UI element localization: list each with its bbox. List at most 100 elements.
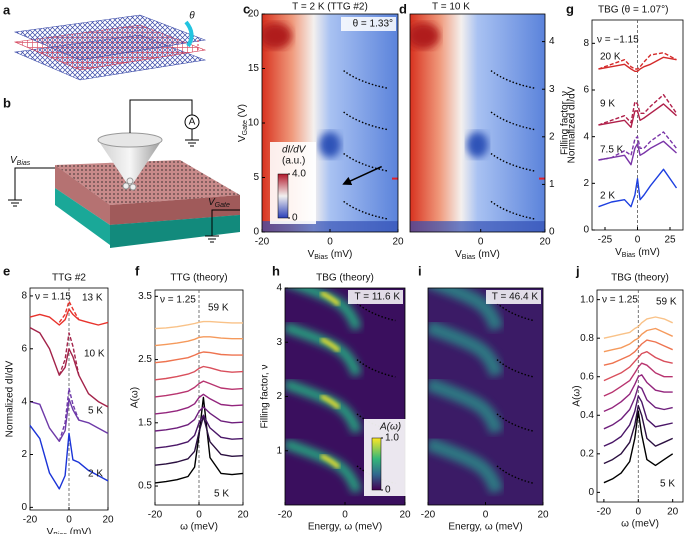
panel-letter: e [3, 263, 10, 278]
x-axis-label: ω (meV) [180, 522, 218, 533]
heatmap-feature [262, 22, 292, 49]
x-tick-label: 20 [667, 507, 679, 518]
series-line [154, 380, 244, 398]
x-tick-label: -20 [255, 237, 270, 248]
colorbar-unit: (a.u.) [282, 156, 305, 167]
y-tick-label: 20 [248, 9, 260, 20]
annotation-box [486, 290, 541, 304]
y-tick-label: 0 [588, 487, 594, 498]
series-label: 10 K [84, 349, 105, 360]
heatmap-feature [428, 320, 504, 378]
annotation: ν = 1.15 [35, 292, 71, 303]
y2-tick-label: 3 [549, 84, 555, 95]
x-axis-label: VBias (mV) [47, 527, 92, 534]
x-axis-label: VBias (mV) [455, 249, 500, 262]
x-axis-label-part: Bias [622, 252, 636, 259]
guide-curve [356, 359, 396, 378]
y-tick-label: 2 [583, 178, 589, 189]
gate-label-part: V [208, 197, 216, 208]
x-axis-label-part: V [47, 527, 54, 534]
frame [409, 13, 546, 233]
x-axis-label: Energy, ω (meV) [308, 522, 382, 533]
y-tick-label: 4 [21, 396, 27, 407]
guide-curve [490, 152, 535, 172]
panel-letter: h [272, 263, 280, 278]
x-tick-label: -20 [23, 515, 38, 526]
ammeter-label: A [189, 117, 196, 128]
panel-letter: b [3, 95, 11, 110]
colorbar-tick-label: 1.0 [385, 433, 399, 444]
guide-curve [490, 111, 535, 131]
heatmap-feature [428, 436, 504, 494]
series-label: 59 K [656, 297, 677, 308]
series-line [603, 339, 673, 366]
series-line [603, 351, 673, 382]
y-tick-label: 5 [253, 172, 259, 183]
guide-curve [490, 200, 535, 220]
x-axis-label-part: Bias [462, 254, 476, 261]
y-tick-label: 0.5 [138, 481, 152, 492]
y-axis-label: A(ω) [572, 385, 583, 406]
colorbar-tick-label: 0 [292, 213, 298, 224]
x-axis-label: ω (meV) [621, 519, 659, 530]
x-tick-label: 0 [478, 237, 484, 248]
colorbar-title: dI/dV [282, 145, 307, 156]
series-line [598, 52, 677, 70]
x-tick-label: 20 [537, 510, 549, 521]
panel-letter: f [135, 263, 140, 278]
x-tick-label: 20 [102, 515, 114, 526]
y-axis-label-part: (V) [237, 104, 248, 120]
series-label: 9 K [600, 99, 615, 110]
guide-curve [343, 152, 388, 172]
y-tick-label: 0.2 [580, 448, 594, 459]
colorbar-tick-label: 4.0 [292, 169, 306, 180]
y-tick-label: 2.5 [138, 354, 152, 365]
chart-title: T = 2 K (TTG #2) [292, 2, 368, 13]
colorbar-panel [364, 419, 410, 496]
y-axis-label-part: V [237, 135, 248, 142]
y-tick-label: 10 [248, 118, 260, 129]
series-label: 2 K [600, 191, 615, 202]
y-axis-label: Filling factor, ν [260, 365, 271, 429]
annotation: ν = 1.25 [160, 295, 196, 306]
series-line [603, 404, 673, 465]
annotation: θ = 1.33° [353, 19, 393, 30]
heatmap-feature [320, 291, 341, 307]
guide-curve [356, 302, 396, 322]
y-axis-label-part: Gate [242, 120, 249, 135]
y-tick-label: 1.0 [580, 294, 594, 305]
x-tick-label: 20 [399, 510, 411, 521]
heatmap-feature [320, 337, 341, 353]
heatmap-feature [410, 22, 440, 49]
series-label: 5 K [88, 406, 103, 417]
heatmap-feature [319, 131, 341, 158]
y-tick-label: 4 [583, 131, 589, 142]
x-axis-label-part: Bias [314, 254, 328, 261]
y2-tick-label: 4 [549, 36, 555, 47]
x-axis-label-part: V [455, 249, 462, 260]
y-tick-label: 6 [583, 85, 589, 96]
heatmap-feature [428, 288, 504, 332]
heatmap-feature [466, 131, 489, 158]
x-axis-label-part: V [308, 249, 315, 260]
guide-curve [490, 70, 535, 89]
heatmap-feature [428, 377, 504, 435]
series-line [603, 362, 673, 397]
series-line [603, 385, 673, 430]
series-line [29, 424, 109, 490]
stm-setup [8, 99, 240, 248]
series-line [598, 94, 678, 126]
arrow [342, 165, 382, 186]
heatmap-feature [262, 221, 398, 232]
series-line [154, 320, 243, 330]
series-line [154, 406, 244, 432]
guide-curve [343, 70, 388, 89]
colorbar-panel [270, 142, 316, 224]
y-tick-label: 15 [248, 63, 260, 74]
x-axis-label: VBias (mV) [615, 247, 660, 260]
y-tick-label: 0.4 [580, 410, 594, 421]
heatmap-feature [320, 453, 341, 470]
bias-label-part: V [10, 155, 18, 166]
